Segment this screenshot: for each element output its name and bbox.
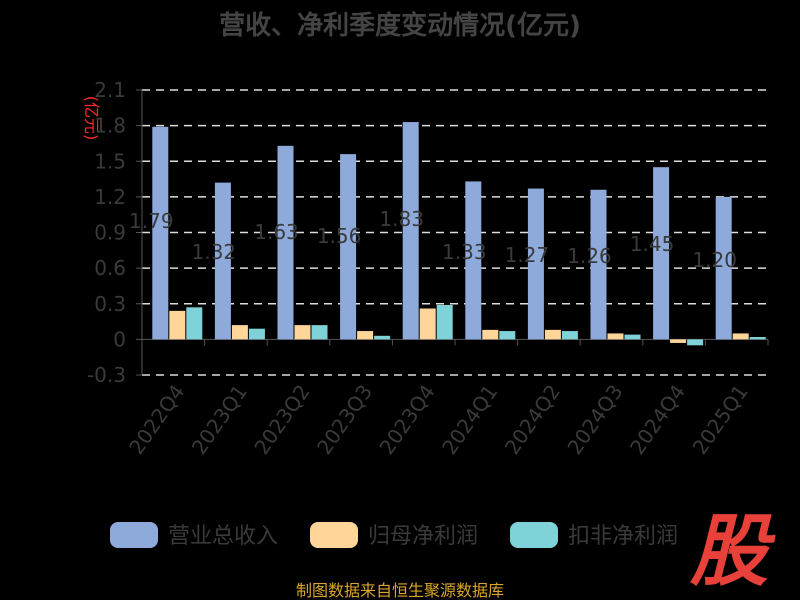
bar-归母净利润-2024Q4 — [670, 339, 687, 343]
bar-归母净利润-2025Q1 — [732, 333, 749, 340]
bar-扣非净利润-2023Q1 — [248, 328, 265, 340]
bar-扣非净利润-2023Q4 — [436, 304, 453, 340]
legend-swatch — [110, 522, 158, 548]
bar-value-label: 1.56 — [317, 224, 362, 248]
chart-title: 营收、净利季度变动情况(亿元) — [219, 10, 581, 41]
bar-扣非净利润-2024Q3 — [624, 334, 641, 340]
bar-营业总收入-2024Q1 — [465, 181, 482, 340]
y-tick-label: 0.6 — [94, 256, 126, 280]
y-tick-label: 1.2 — [94, 185, 126, 209]
bar-value-label: 1.26 — [567, 244, 612, 268]
x-axis-ticks: 2022Q42023Q12023Q22023Q32023Q42024Q12024… — [124, 339, 769, 459]
bar-营业总收入-2022Q4 — [152, 126, 169, 340]
legend-swatch — [510, 522, 558, 548]
x-tick-label: 2025Q1 — [688, 380, 753, 459]
x-tick-label: 2023Q1 — [187, 380, 252, 459]
y-axis-unit-label: (亿元) — [82, 96, 101, 141]
bar-营业总收入-2023Q2 — [277, 145, 294, 340]
bar-扣非净利润-2024Q2 — [561, 331, 578, 340]
bar-扣非净利润-2025Q1 — [749, 337, 766, 340]
legend-label: 扣非净利润 — [568, 524, 678, 549]
y-tick-label: 0 — [113, 327, 126, 351]
bar-营业总收入-2025Q1 — [715, 196, 732, 340]
bar-归母净利润-2023Q4 — [419, 308, 436, 340]
bar-归母净利润-2023Q3 — [357, 331, 374, 340]
x-tick-label: 2024Q4 — [625, 380, 690, 459]
bar-value-label: 1.33 — [442, 240, 487, 264]
y-tick-label: 1.5 — [94, 149, 126, 173]
x-tick-label: 2024Q3 — [562, 380, 627, 459]
y-tick-label: 1.8 — [94, 114, 126, 138]
bar-营业总收入-2023Q4 — [402, 122, 419, 340]
bar-扣非净利润-2024Q1 — [499, 331, 516, 340]
x-tick-label: 2022Q4 — [124, 380, 189, 459]
y-tick-label: 0.3 — [94, 292, 126, 316]
x-tick-label: 2023Q4 — [375, 380, 440, 459]
x-tick-label: 2024Q1 — [437, 380, 502, 459]
bar-归母净利润-2024Q2 — [544, 329, 561, 340]
x-tick-label: 2023Q2 — [249, 380, 314, 459]
bar-扣非净利润-2022Q4 — [186, 307, 203, 340]
bar-series — [152, 122, 766, 346]
bar-营业总收入-2024Q3 — [590, 189, 607, 340]
bar-value-label: 1.32 — [192, 240, 237, 264]
bar-归母净利润-2024Q1 — [482, 329, 499, 340]
bar-value-label: 1.83 — [379, 207, 424, 231]
bar-营业总收入-2024Q4 — [653, 167, 670, 340]
x-tick-label: 2023Q3 — [312, 380, 377, 459]
y-tick-label: -0.3 — [87, 363, 126, 387]
bar-营业总收入-2023Q3 — [340, 154, 357, 340]
bar-扣非净利润-2023Q3 — [374, 335, 391, 340]
bar-归母净利润-2024Q3 — [607, 333, 624, 340]
y-tick-label: 2.1 — [94, 78, 126, 102]
bar-归母净利润-2023Q1 — [231, 325, 248, 340]
watermark-logo: 股 — [689, 507, 776, 597]
bar-归母净利润-2023Q2 — [294, 325, 311, 340]
x-tick-label: 2024Q2 — [500, 380, 565, 459]
bar-扣非净利润-2024Q4 — [687, 339, 704, 346]
legend-label: 营业总收入 — [168, 524, 278, 549]
bar-value-label: 1.20 — [692, 248, 737, 272]
bar-value-labels: 1.79 1.32 1.63 1.56 1.83 1.33 1.27 1.26 1.45 1.20 — [129, 207, 737, 272]
bar-value-label: 1.27 — [505, 243, 550, 267]
legend: 营业总收入 归母净利润 扣非净利润 — [110, 522, 678, 549]
y-tick-label: 0.9 — [94, 221, 126, 245]
bar-value-label: 1.45 — [630, 232, 675, 256]
bar-营业总收入-2024Q2 — [527, 188, 544, 340]
bar-营业总收入-2023Q1 — [214, 182, 231, 340]
bar-value-label: 1.79 — [129, 209, 174, 233]
bar-归母净利润-2022Q4 — [169, 310, 186, 340]
legend-label: 归母净利润 — [368, 524, 478, 549]
y-axis-ticks: 2.1 1.8 1.5 1.2 0.9 0.6 0.3 0 -0.3 — [87, 78, 143, 387]
bar-扣非净利润-2023Q2 — [311, 325, 328, 340]
data-source-note: 制图数据来自恒生聚源数据库 — [296, 581, 504, 600]
legend-swatch — [310, 522, 358, 548]
bar-value-label: 1.63 — [254, 220, 299, 244]
